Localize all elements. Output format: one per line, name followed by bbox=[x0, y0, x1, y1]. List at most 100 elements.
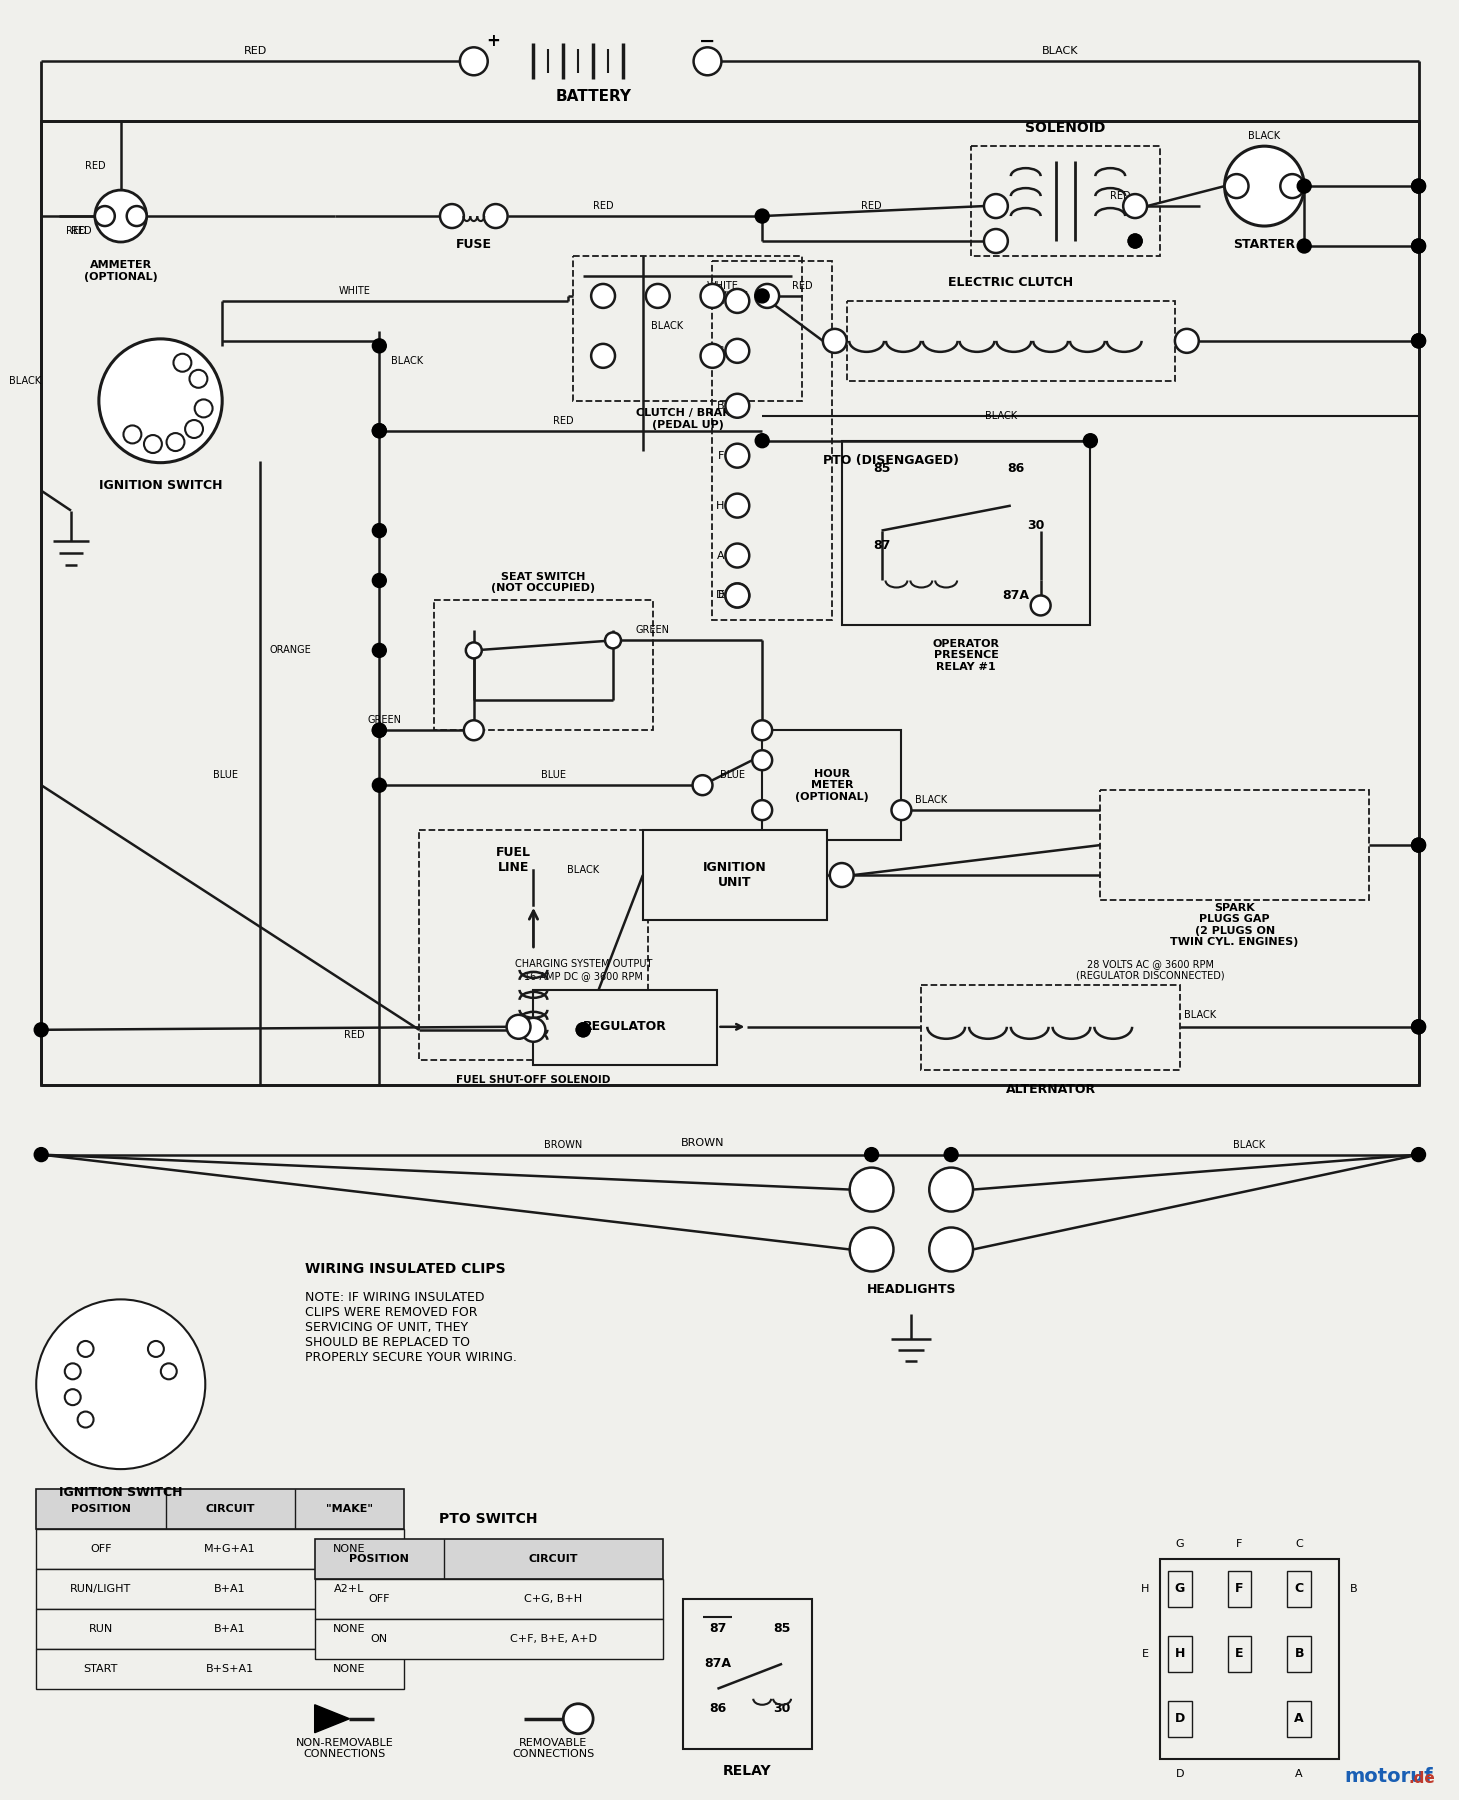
Bar bbox=[1227, 1636, 1252, 1672]
Text: H: H bbox=[1141, 1584, 1150, 1595]
Bar bbox=[315, 1618, 662, 1660]
Circle shape bbox=[725, 544, 750, 567]
Text: SPARK
PLUGS GAP
(2 PLUGS ON
TWIN CYL. ENGINES): SPARK PLUGS GAP (2 PLUGS ON TWIN CYL. EN… bbox=[1170, 902, 1299, 947]
Text: D: D bbox=[1174, 1712, 1185, 1724]
Bar bbox=[433, 601, 652, 731]
Text: B: B bbox=[1294, 1647, 1304, 1660]
Text: BROWN: BROWN bbox=[681, 1138, 724, 1148]
Text: AMMETER
(OPTIONAL): AMMETER (OPTIONAL) bbox=[83, 261, 158, 283]
Text: G: G bbox=[70, 1426, 79, 1435]
Circle shape bbox=[983, 194, 1008, 218]
Circle shape bbox=[929, 1228, 973, 1271]
Text: PTO (DISENGAGED): PTO (DISENGAGED) bbox=[823, 454, 960, 468]
Bar bbox=[36, 1649, 404, 1688]
Circle shape bbox=[1412, 180, 1425, 193]
Circle shape bbox=[1224, 146, 1304, 227]
Text: CLUTCH / BRAKE
(PEDAL UP): CLUTCH / BRAKE (PEDAL UP) bbox=[636, 409, 738, 430]
Text: BLACK: BLACK bbox=[651, 320, 683, 331]
Text: NON-REMOVABLE
CONNECTIONS: NON-REMOVABLE CONNECTIONS bbox=[296, 1737, 394, 1759]
Bar bbox=[315, 1539, 662, 1579]
Text: HOUR
METER
(OPTIONAL): HOUR METER (OPTIONAL) bbox=[795, 769, 868, 801]
Text: RED: RED bbox=[861, 202, 881, 211]
Text: NOTE: IF WIRING INSULATED
CLIPS WERE REMOVED FOR
SERVICING OF UNIT, THEY
SHOULD : NOTE: IF WIRING INSULATED CLIPS WERE REM… bbox=[305, 1291, 516, 1364]
Text: BROWN: BROWN bbox=[544, 1139, 582, 1150]
Text: 30: 30 bbox=[1027, 518, 1045, 533]
Circle shape bbox=[464, 720, 484, 740]
Text: A: A bbox=[716, 551, 725, 560]
Text: B: B bbox=[716, 401, 725, 410]
Text: ON: ON bbox=[371, 1634, 388, 1643]
Text: CIRCUIT: CIRCUIT bbox=[206, 1505, 255, 1514]
Text: POSITION: POSITION bbox=[349, 1553, 410, 1564]
Circle shape bbox=[144, 436, 162, 454]
Text: H: H bbox=[716, 500, 725, 511]
Circle shape bbox=[1412, 333, 1425, 347]
Text: D: D bbox=[1176, 1769, 1185, 1778]
Text: STARTER: STARTER bbox=[1233, 238, 1296, 250]
Text: motoruf: motoruf bbox=[1344, 1768, 1433, 1786]
Bar bbox=[36, 1528, 404, 1570]
Circle shape bbox=[124, 425, 142, 443]
Text: WIRING INSULATED CLIPS: WIRING INSULATED CLIPS bbox=[305, 1262, 505, 1276]
Text: NONE: NONE bbox=[333, 1663, 366, 1674]
Text: POSITION: POSITION bbox=[71, 1505, 131, 1514]
Circle shape bbox=[1123, 194, 1147, 218]
Text: ORANGE: ORANGE bbox=[270, 646, 312, 655]
Text: WHITE: WHITE bbox=[716, 292, 748, 301]
Circle shape bbox=[591, 284, 616, 308]
Text: IGNITION
UNIT: IGNITION UNIT bbox=[702, 860, 766, 889]
Text: HEADLIGHTS: HEADLIGHTS bbox=[867, 1283, 956, 1296]
Circle shape bbox=[372, 724, 387, 738]
Circle shape bbox=[929, 1168, 973, 1211]
Circle shape bbox=[95, 205, 115, 227]
Circle shape bbox=[823, 329, 846, 353]
Text: "MAKE": "MAKE" bbox=[325, 1505, 374, 1514]
Text: A: A bbox=[1294, 1712, 1304, 1724]
Text: A2: A2 bbox=[177, 1363, 191, 1372]
Text: A1: A1 bbox=[197, 432, 210, 441]
Text: REGULATOR: REGULATOR bbox=[584, 1021, 667, 1033]
Text: D: D bbox=[716, 590, 725, 601]
Text: BLACK: BLACK bbox=[568, 866, 600, 875]
Circle shape bbox=[849, 1228, 893, 1271]
Text: RED: RED bbox=[592, 202, 613, 211]
Text: C: C bbox=[1296, 1539, 1303, 1550]
Circle shape bbox=[1412, 239, 1425, 254]
Circle shape bbox=[756, 290, 769, 302]
Circle shape bbox=[646, 284, 670, 308]
Circle shape bbox=[194, 400, 213, 418]
Bar bbox=[36, 1570, 404, 1609]
Text: NONE: NONE bbox=[333, 1544, 366, 1553]
Text: S: S bbox=[147, 450, 155, 461]
Circle shape bbox=[700, 344, 725, 367]
Bar bbox=[1169, 1636, 1192, 1672]
Text: M+G+A1: M+G+A1 bbox=[204, 1544, 255, 1553]
Circle shape bbox=[576, 1022, 589, 1037]
Circle shape bbox=[174, 355, 191, 373]
Circle shape bbox=[441, 203, 464, 229]
Text: RED: RED bbox=[553, 416, 573, 427]
Text: RED: RED bbox=[344, 1030, 365, 1040]
Circle shape bbox=[891, 801, 912, 821]
Text: G: G bbox=[1176, 1539, 1185, 1550]
Text: ALTERNATOR: ALTERNATOR bbox=[1005, 1084, 1096, 1096]
Text: RED: RED bbox=[85, 162, 107, 171]
Text: M: M bbox=[70, 1334, 80, 1343]
Circle shape bbox=[372, 524, 387, 538]
Text: REMOVABLE
CONNECTIONS: REMOVABLE CONNECTIONS bbox=[512, 1737, 594, 1759]
Circle shape bbox=[1297, 180, 1312, 193]
Bar bbox=[534, 990, 718, 1066]
Text: 87: 87 bbox=[709, 1622, 727, 1636]
Bar bbox=[1100, 790, 1369, 900]
Bar bbox=[842, 441, 1090, 625]
Circle shape bbox=[127, 205, 146, 227]
Text: 87A: 87A bbox=[1002, 589, 1029, 601]
Circle shape bbox=[1030, 596, 1050, 616]
Circle shape bbox=[756, 434, 769, 448]
Text: 85: 85 bbox=[773, 1622, 791, 1636]
Circle shape bbox=[147, 1341, 163, 1357]
Text: BLACK: BLACK bbox=[985, 410, 1017, 421]
Circle shape bbox=[64, 1390, 80, 1406]
Text: B+A1: B+A1 bbox=[214, 1584, 247, 1595]
Text: F: F bbox=[1236, 1582, 1243, 1595]
